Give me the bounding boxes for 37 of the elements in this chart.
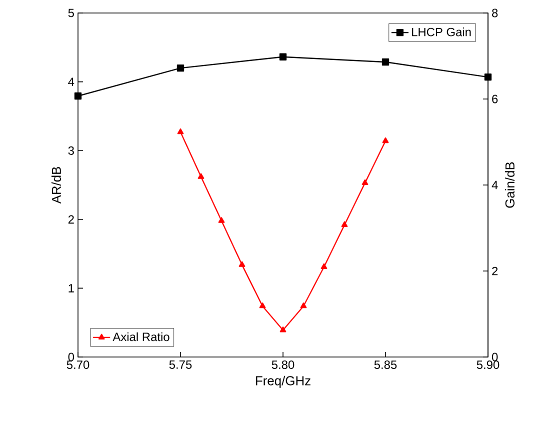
y-axis-title: AR/dB [51, 166, 61, 204]
x-tick-label: 5.85 [374, 360, 397, 369]
legend-label: LHCP Gain [412, 28, 471, 36]
y-tick-label: 0 [68, 352, 74, 362]
point [74, 92, 82, 100]
point [300, 302, 307, 308]
point [382, 137, 389, 144]
point [320, 263, 328, 269]
x-tick-label: 5.70 [66, 360, 90, 369]
y-tick-label: 5 [68, 8, 74, 18]
y-tick-label: 1 [68, 284, 74, 292]
x-tick-label: 5.75 [169, 360, 192, 369]
point [280, 326, 286, 332]
point [238, 261, 246, 267]
y2-axis-title: Gain/dB [505, 162, 515, 208]
point [484, 73, 492, 81]
point [362, 179, 368, 186]
y2-tick-label: 6 [492, 94, 498, 104]
x-tick-label: 5.80 [272, 360, 294, 369]
x-tick-label: 5.90 [476, 360, 500, 369]
point [279, 53, 287, 60]
point [259, 302, 266, 308]
y2-tick-label: 8 [492, 8, 498, 18]
point [341, 221, 348, 227]
point [176, 64, 184, 72]
point [198, 173, 204, 179]
y2-tick-label: 0 [492, 352, 498, 362]
x-axis-title: Freq/GHz [256, 376, 310, 388]
point [382, 58, 390, 66]
point [218, 217, 225, 223]
y-tick-label: 3 [68, 146, 74, 155]
y2-tick-label: 4 [492, 180, 498, 190]
y2-tick-label: 2 [492, 266, 498, 276]
y-tick-label: 2 [68, 215, 74, 224]
point [177, 128, 184, 134]
legend-label: Axial Ratio [112, 332, 170, 342]
y-tick-label: 4 [68, 78, 74, 86]
